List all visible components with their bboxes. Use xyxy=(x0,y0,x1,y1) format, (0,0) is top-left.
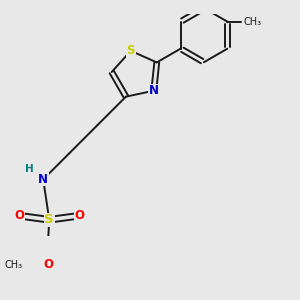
Text: S: S xyxy=(127,44,135,57)
Text: S: S xyxy=(44,213,54,226)
Text: CH₃: CH₃ xyxy=(244,17,262,27)
Text: O: O xyxy=(74,209,85,222)
Text: O: O xyxy=(14,209,24,222)
Text: H: H xyxy=(25,164,34,174)
Text: N: N xyxy=(38,173,48,186)
Text: N: N xyxy=(149,84,159,97)
Text: CH₃: CH₃ xyxy=(4,260,22,270)
Text: O: O xyxy=(44,258,53,271)
